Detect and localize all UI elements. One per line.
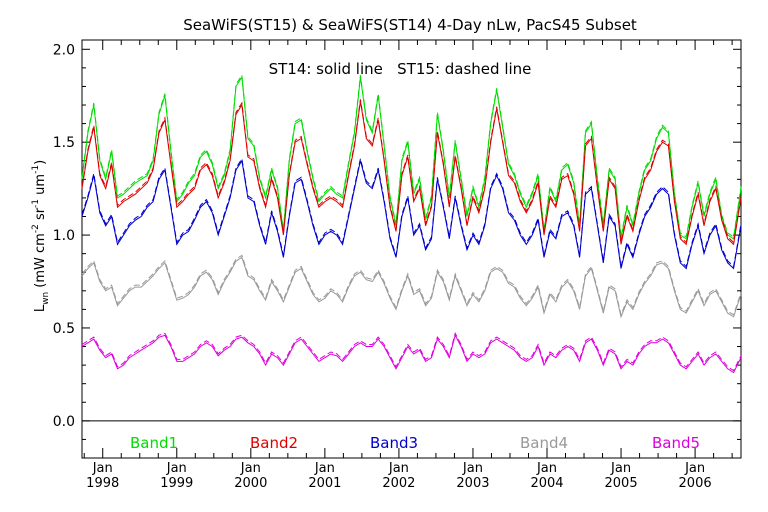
series-line-band4-solid	[81, 256, 742, 319]
y-tick-label: 0.5	[53, 321, 75, 337]
series-line-band4-dashed	[81, 254, 742, 317]
x-tick-year: 2001	[308, 476, 341, 491]
x-tick-year: 1998	[86, 476, 119, 491]
y-axis-label-sup1: -2	[31, 224, 41, 233]
x-tick-year: 2002	[382, 476, 415, 491]
y-axis-label-units: (mW cm	[33, 233, 48, 292]
legend-label-band4: Band4	[520, 434, 568, 452]
series-line-band3-dashed	[81, 157, 742, 268]
x-tick-month: Jan	[536, 461, 557, 476]
legend-label-band5: Band5	[652, 434, 700, 452]
series-line-band1-dashed	[81, 73, 742, 238]
plot-area: 0.00.51.01.52.0Jan1998Jan1999Jan2000Jan2…	[53, 39, 742, 491]
x-tick-year: 2000	[234, 476, 267, 491]
y-tick-label: 2.0	[53, 42, 75, 58]
y-tick-label: 1.5	[53, 135, 75, 151]
y-tick-label: 1.0	[53, 228, 75, 244]
x-tick-month: Jan	[166, 461, 187, 476]
svg-text:Lwn (mW cm-2 sr-1 um-1): Lwn (mW cm-2 sr-1 um-1)	[31, 160, 51, 312]
series-line-band1-solid	[81, 75, 742, 240]
y-axis-label-mid: sr	[33, 207, 48, 224]
legend-label-band3: Band3	[370, 434, 418, 452]
y-axis-label-main: L	[33, 304, 48, 312]
y-axis-label-sup3: -1	[31, 165, 41, 174]
y-axis-label-mid2: um	[33, 174, 48, 199]
legend-label-band1: Band1	[130, 434, 178, 452]
series-line-band5-solid	[81, 334, 742, 374]
x-tick-year: 2006	[679, 476, 712, 491]
plot-frame	[81, 39, 742, 459]
x-tick-month: Jan	[314, 461, 335, 476]
y-axis-label-sub: wn	[41, 292, 51, 305]
x-tick-year: 1999	[160, 476, 193, 491]
x-tick-month: Jan	[610, 461, 631, 476]
legend-label-band2: Band2	[250, 434, 298, 452]
x-tick-month: Jan	[462, 461, 483, 476]
x-tick-month: Jan	[240, 461, 261, 476]
y-axis-label-end: )	[33, 160, 48, 165]
y-tick-label: 0.0	[53, 414, 75, 430]
x-tick-month: Jan	[92, 461, 113, 476]
chart-title: SeaWiFS(ST15) & SeaWiFS(ST14) 4-Day nLw,…	[183, 16, 637, 34]
x-tick-month: Jan	[684, 461, 705, 476]
series-line-band5-dashed	[81, 332, 742, 372]
x-tick-year: 2005	[605, 476, 638, 491]
line-style-annotation: ST14: solid line ST15: dashed line	[269, 60, 532, 78]
y-axis-label-sup2: -1	[31, 199, 41, 208]
x-tick-year: 2004	[530, 476, 563, 491]
x-tick-month: Jan	[388, 461, 409, 476]
series-line-band2-dashed	[81, 99, 742, 244]
y-axis-label: Lwn (mW cm-2 sr-1 um-1)	[31, 160, 51, 312]
x-tick-year: 2003	[456, 476, 489, 491]
